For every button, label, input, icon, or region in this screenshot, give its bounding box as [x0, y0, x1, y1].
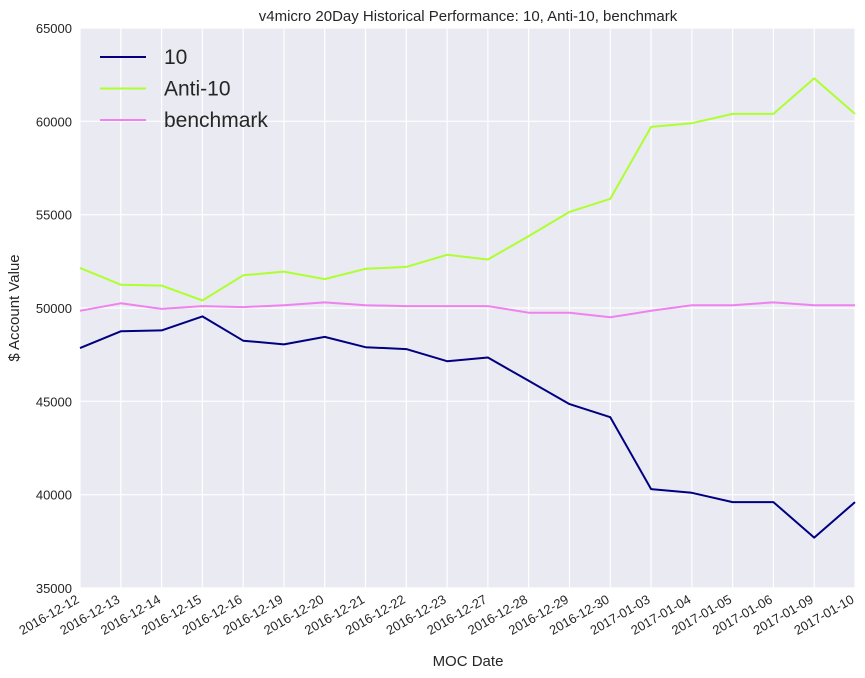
- x-tick-labels: 2016-12-122016-12-132016-12-142016-12-15…: [16, 592, 856, 638]
- y-tick-label: 65000: [36, 21, 72, 36]
- series-line-10: [79, 315, 856, 539]
- y-tick-label: 45000: [36, 394, 72, 409]
- y-tick-label: 60000: [36, 114, 72, 129]
- y-tick-label: 55000: [36, 208, 72, 223]
- chart-title: v4micro 20Day Historical Performance: 10…: [259, 8, 678, 25]
- series-line-benchmark: [79, 301, 855, 319]
- legend-label: benchmark: [164, 109, 268, 132]
- y-tick-labels: 35000 40000 45000 50000 55000 60000 65000: [36, 21, 72, 596]
- y-tick-label: 35000: [36, 581, 72, 596]
- y-tick-label: 40000: [36, 488, 72, 503]
- series-line-anti-10: [79, 77, 856, 302]
- x-axis-label: MOC Date: [433, 653, 504, 670]
- y-axis-label: $ Account Value: [6, 254, 23, 361]
- series-lines: [79, 77, 856, 539]
- legend-label: Anti-10: [164, 78, 231, 101]
- legend: 10 Anti-10 benchmark: [100, 46, 268, 132]
- legend-label: 10: [164, 46, 187, 69]
- y-tick-label: 50000: [36, 301, 72, 316]
